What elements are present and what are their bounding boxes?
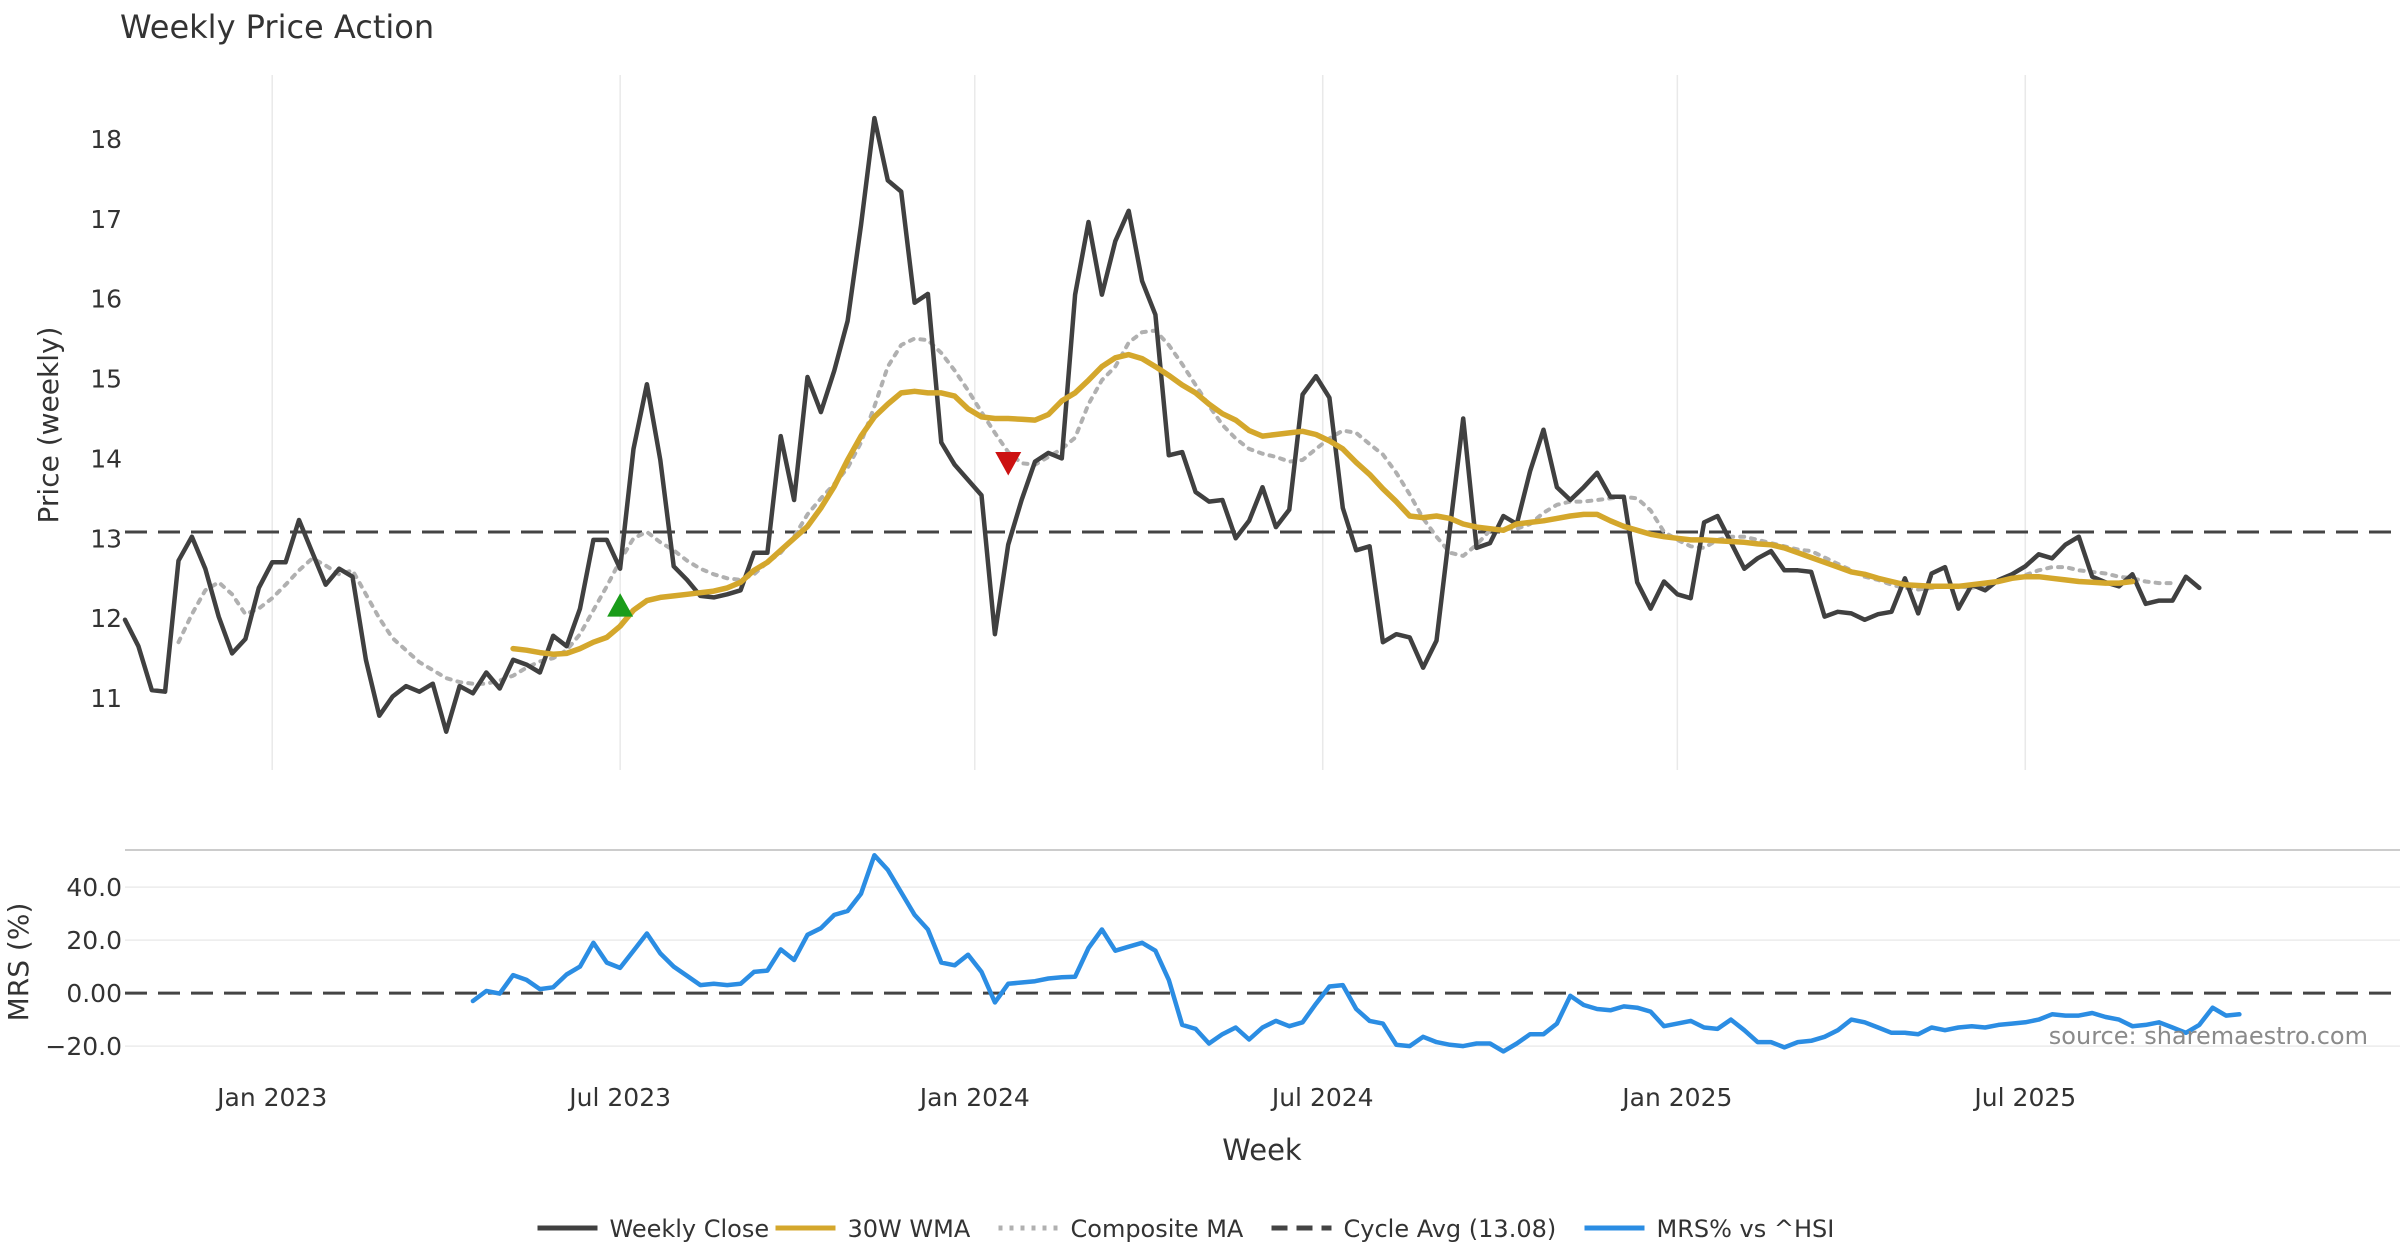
series-30w-wma (510, 351, 2136, 657)
series-weekly-close (122, 115, 2202, 734)
legend-item-mrs-vs-hsi: MRS% vs ^HSI (1584, 1215, 1835, 1243)
series-mrs-vs-hsi (470, 853, 2242, 1054)
legend-label: Weekly Close (610, 1215, 770, 1243)
mrs-y-tick-label: 40.0 (66, 873, 122, 902)
price-y-tick-label: 15 (90, 365, 122, 394)
legend-item-weekly-close: Weekly Close (537, 1215, 770, 1243)
x-ticks: Jan 2023 Jul 2023 Jan 2024 Jul 2024 Jan 2025… (215, 1083, 2076, 1112)
price-y-axis-label: Price (weekly) (32, 327, 65, 524)
x-tick-label: Jul 2023 (567, 1083, 671, 1112)
price-y-ticks: 11 12 13 14 15 16 17 18 (90, 125, 122, 713)
legend-item-cycle-avg-13-08: Cycle Avg (13.08) (1271, 1215, 1557, 1243)
legend-label: 30W WMA (848, 1215, 971, 1243)
mrs-y-tick-label: 0.00 (66, 979, 122, 1008)
x-tick-label: Jul 2024 (1270, 1083, 1374, 1112)
x-tick-label: Jan 2024 (918, 1083, 1030, 1112)
chart-title: Weekly Price Action (120, 8, 434, 46)
legend-label: MRS% vs ^HSI (1657, 1215, 1835, 1243)
mrs-y-tick-label: −20.0 (45, 1032, 122, 1061)
price-y-tick-label: 12 (90, 604, 122, 633)
sell-signal-marker (995, 452, 1022, 476)
mrs-series (125, 853, 2400, 1054)
mrs-y-tick-label: 20.0 (66, 926, 122, 955)
price-series (122, 115, 2400, 734)
price-y-tick-label: 17 (90, 205, 122, 234)
legend-label: Cycle Avg (13.08) (1344, 1215, 1557, 1243)
price-y-tick-label: 14 (90, 444, 122, 473)
x-axis-label: Week (1222, 1133, 1302, 1167)
price-grid (271, 75, 2027, 770)
x-tick-label: Jan 2025 (1620, 1083, 1732, 1112)
x-tick-label: Jan 2023 (215, 1083, 327, 1112)
price-y-tick-label: 11 (90, 684, 122, 713)
mrs-y-ticks: 40.0 20.0 0.00 −20.0 (45, 873, 122, 1061)
legend: Weekly Close 30W WMA Composite MA Cycle Avg… (537, 1215, 1835, 1243)
legend-label: Composite MA (1071, 1215, 1244, 1243)
buy-signal-marker (607, 593, 634, 617)
legend-item-30w-wma: 30W WMA (775, 1215, 971, 1243)
mrs-grid (125, 849, 2400, 1047)
series-composite-ma (176, 328, 2175, 686)
legend-item-composite-ma: Composite MA (998, 1215, 1244, 1243)
mrs-y-axis-label: MRS (%) (2, 903, 35, 1022)
x-tick-label: Jul 2025 (1972, 1083, 2076, 1112)
price-y-tick-label: 16 (90, 285, 122, 314)
price-y-tick-label: 13 (90, 524, 122, 553)
signal-markers (607, 452, 1022, 617)
source-annotation: source: sharemaestro.com (2049, 1022, 2368, 1050)
price-y-tick-label: 18 (90, 125, 122, 154)
